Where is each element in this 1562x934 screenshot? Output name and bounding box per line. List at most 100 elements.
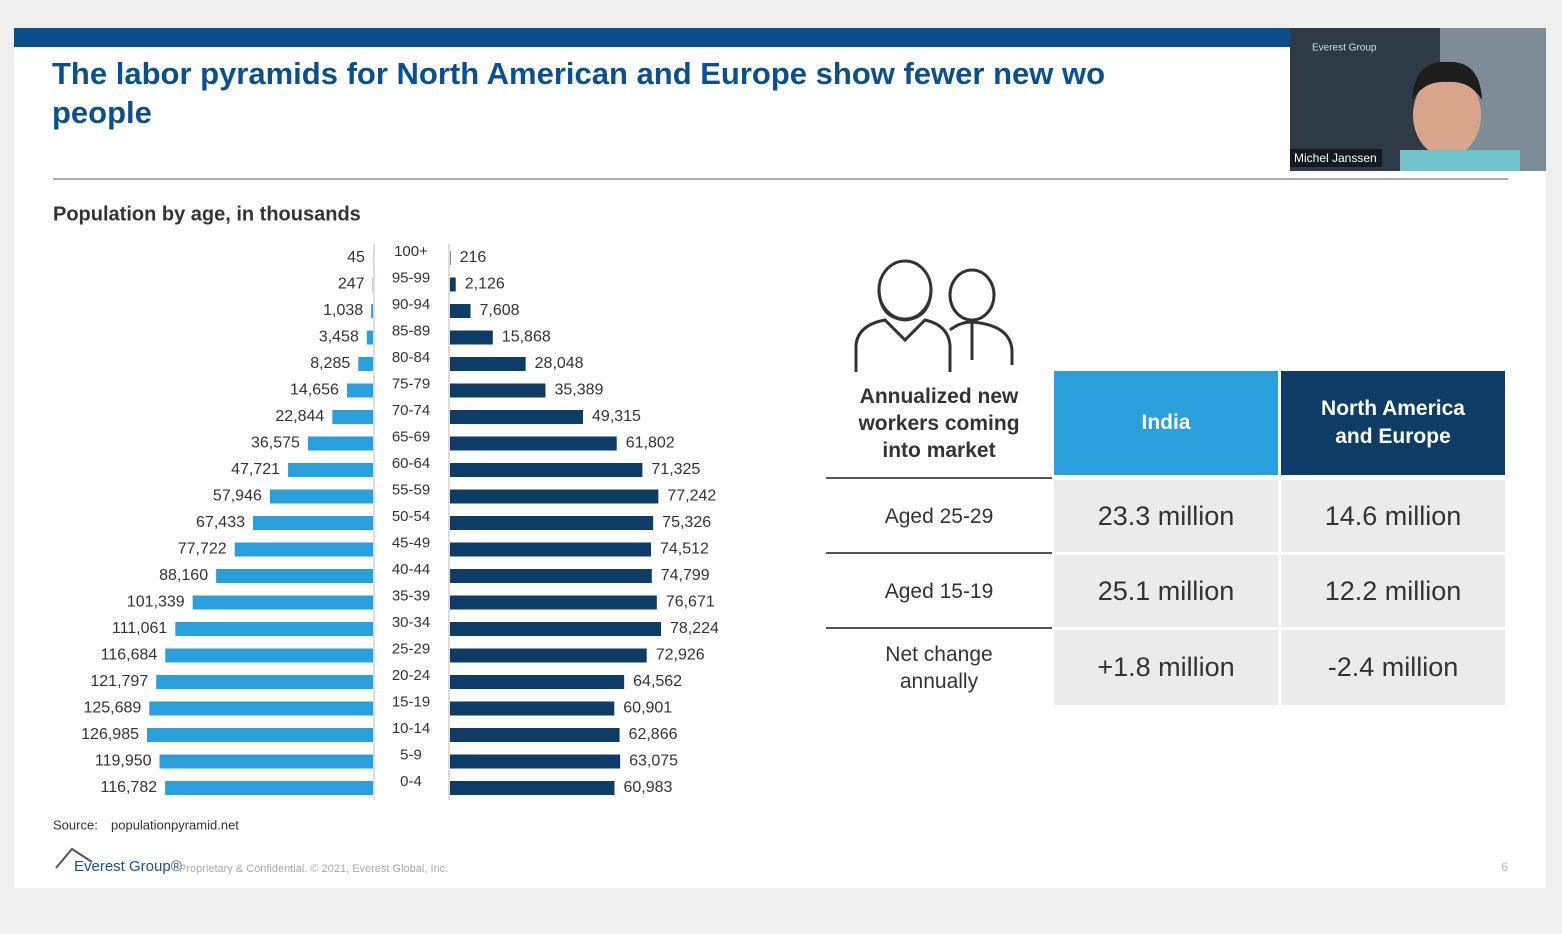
value-label: 15,868: [502, 329, 551, 346]
bar: [450, 622, 661, 636]
value-label: 60,983: [623, 779, 672, 796]
value-label: 116,684: [101, 647, 158, 664]
age-label: 10-14: [392, 720, 430, 737]
age-label: 60-64: [392, 455, 430, 472]
value-label: 7,608: [480, 302, 520, 319]
value-label: 116,782: [101, 779, 158, 796]
bar: [450, 251, 451, 265]
value-label: 47,721: [231, 461, 280, 478]
row-label: Aged 15-19: [884, 579, 994, 603]
bar: [175, 622, 373, 636]
bar: [371, 304, 373, 318]
age-label: 95-99: [392, 269, 430, 286]
value-label: 216: [460, 249, 487, 266]
source-label: Source:: [53, 817, 98, 832]
value-label: 72,926: [656, 647, 705, 664]
age-label: 55-59: [392, 481, 430, 498]
bar: [192, 595, 373, 610]
value-label: 74,512: [660, 541, 709, 558]
value-label: 125,689: [83, 700, 141, 717]
value-label: 247: [338, 276, 365, 293]
bar: [450, 304, 471, 318]
bar: [216, 569, 373, 583]
value-label: 101,339: [127, 594, 185, 611]
age-label: 85-89: [392, 322, 430, 339]
bar: [450, 436, 617, 451]
value-label: 64,562: [633, 673, 682, 690]
value-label: 62,866: [629, 726, 678, 743]
bar: [450, 781, 615, 795]
age-label: 5-9: [400, 746, 422, 763]
footer-notice: Proprietary & Confidential. © 2021, Ever…: [179, 863, 448, 875]
bar: [288, 463, 373, 477]
value-label: 77,242: [667, 488, 716, 505]
row-rule: [826, 477, 1052, 479]
bar: [332, 410, 373, 424]
age-label: 90-94: [392, 296, 430, 313]
value-label: 3,458: [319, 329, 359, 346]
bar: [450, 330, 493, 345]
bar: [450, 410, 584, 424]
table-value: 12.2 million: [1281, 555, 1505, 627]
value-label: 28,048: [535, 355, 584, 372]
bar: [346, 383, 373, 398]
chart-title: Population by age, in thousands: [53, 203, 361, 225]
table-value: 25.1 million: [1054, 555, 1278, 627]
row-rule: [826, 627, 1052, 629]
source: populationpyramid.net: [111, 817, 239, 832]
value-label: 78,224: [670, 620, 719, 637]
bar: [234, 542, 373, 557]
bar: [450, 648, 647, 663]
bar: [450, 754, 621, 769]
bar: [450, 728, 620, 742]
bar: [450, 569, 652, 583]
page-number: 6: [1501, 860, 1508, 874]
video-face: [1413, 73, 1481, 157]
value-label: 22,844: [275, 408, 324, 425]
bar: [307, 436, 373, 451]
video-shirt: [1400, 150, 1520, 171]
bar: [269, 489, 373, 504]
age-label: 50-54: [392, 508, 430, 525]
table-value: -2.4 million: [1281, 630, 1505, 705]
value-label: 77,722: [178, 541, 227, 558]
value-label: 8,285: [310, 355, 350, 372]
slide-title: people: [52, 95, 152, 130]
value-label: 126,985: [81, 726, 139, 743]
age-label: 20-24: [392, 667, 430, 684]
value-label: 75,326: [662, 514, 711, 531]
bar: [149, 701, 373, 716]
value-label: 76,671: [666, 594, 715, 611]
bar: [147, 728, 373, 742]
bar: [252, 516, 373, 530]
slide-title: The labor pyramids for North American an…: [52, 56, 1105, 91]
bar: [165, 781, 373, 795]
value-label: 2,126: [465, 276, 505, 293]
age-label: 75-79: [392, 375, 430, 392]
value-label: 88,160: [159, 567, 208, 584]
bar: [450, 383, 546, 398]
age-label: 40-44: [392, 561, 430, 578]
table-value: +1.8 million: [1054, 630, 1278, 705]
value-label: 49,315: [592, 408, 641, 425]
value-label: 119,950: [95, 753, 152, 770]
value-label: 61,802: [626, 435, 675, 452]
age-label: 15-19: [392, 693, 430, 710]
table-value: 14.6 million: [1281, 480, 1505, 552]
value-label: 63,075: [629, 753, 678, 770]
participant-name: Michel Janssen: [1294, 151, 1377, 165]
value-label: 74,799: [661, 567, 710, 584]
table-header: Annualized new workers coming into marke…: [858, 384, 1020, 462]
top-band: [14, 28, 1546, 47]
bar: [450, 701, 615, 716]
bar: [450, 595, 657, 610]
value-label: 14,656: [290, 382, 339, 399]
value-label: 45: [347, 249, 365, 266]
people-icon: [854, 259, 1014, 372]
bar: [450, 516, 654, 530]
bar: [450, 542, 651, 557]
bar: [156, 675, 373, 689]
age-label: 70-74: [392, 402, 430, 419]
value-label: 1,038: [323, 302, 363, 319]
value-label: 57,946: [213, 488, 262, 505]
